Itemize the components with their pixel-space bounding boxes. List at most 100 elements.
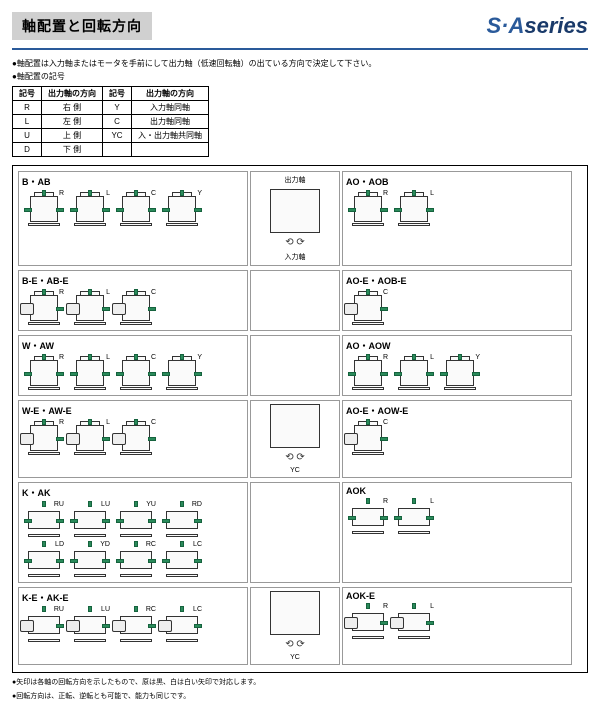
gear-diagram: C xyxy=(114,419,158,457)
section-title: K・AK xyxy=(22,486,244,499)
diagram-grid: B・ABRLCY出力軸⟲ ⟳入力軸AO・AOBRLB-E・AB-ERLCAO-E… xyxy=(12,165,588,673)
section-title: AO・AOW xyxy=(346,339,568,352)
gear-diagram: LU xyxy=(68,606,112,644)
table-cell: C xyxy=(103,115,132,129)
table-cell: 入・出力軸共同軸 xyxy=(132,129,209,143)
gear-diagram: R xyxy=(346,190,390,228)
gear-diagram: C xyxy=(346,419,390,457)
section-right: AO・AOW RLY xyxy=(342,335,572,396)
section-row: W・AWRLCYAO・AOWRLY xyxy=(17,334,583,397)
table-cell: YC xyxy=(103,129,132,143)
gear-diagram: LD xyxy=(22,541,66,579)
gear-diagram: Y xyxy=(160,354,204,392)
gear-diagram: RU xyxy=(22,606,66,644)
gear-diagram: LC xyxy=(160,606,204,644)
gear-diagram: L xyxy=(392,603,436,641)
section-left: B-E・AB-E RLC xyxy=(18,270,248,331)
gear-diagram: R xyxy=(22,190,66,228)
section-center: 出力軸⟲ ⟳入力軸 xyxy=(250,171,340,266)
section-right: AO-E・AOB-E C xyxy=(342,270,572,331)
section-title: K-E・AK-E xyxy=(22,591,244,604)
table-cell: 左 側 xyxy=(42,115,103,129)
gear-diagram: LC xyxy=(160,541,204,579)
table-header: 出力軸の方向 xyxy=(132,87,209,101)
section-left: B・AB RLCY xyxy=(18,171,248,266)
table-cell: Y xyxy=(103,101,132,115)
section-left: K・AK RULUYURD LDYDRCLC xyxy=(18,482,248,583)
gear-diagram: C xyxy=(114,354,158,392)
gear-diagram: R xyxy=(22,419,66,457)
table-cell xyxy=(103,143,132,157)
table-header: 記号 xyxy=(103,87,132,101)
section-title: AO-E・AOW-E xyxy=(346,404,568,417)
section-center: ⟲ ⟳YC xyxy=(250,587,340,665)
gear-diagram: RD xyxy=(160,501,204,539)
gear-diagram: R xyxy=(346,354,390,392)
note-2: ●軸配置の記号 xyxy=(12,71,588,82)
table-cell: 入力軸同軸 xyxy=(132,101,209,115)
gear-diagram: RC xyxy=(114,541,158,579)
gear-diagram: L xyxy=(392,498,436,536)
section-center xyxy=(250,335,340,396)
table-cell: 下 側 xyxy=(42,143,103,157)
gear-diagram: LU xyxy=(68,501,112,539)
gear-diagram: R xyxy=(22,289,66,327)
section-center: ⟲ ⟳YC xyxy=(250,400,340,478)
section-row: K・AK RULUYURD LDYDRCLC AOK RL xyxy=(17,481,583,584)
section-title: AO・AOB xyxy=(346,175,568,188)
section-title: W-E・AW-E xyxy=(22,404,244,417)
table-header: 出力軸の方向 xyxy=(42,87,103,101)
section-left: W・AWRLCY xyxy=(18,335,248,396)
series-logo: S·Aseries xyxy=(486,13,588,39)
gear-diagram: Y xyxy=(160,190,204,228)
gear-diagram: L xyxy=(392,354,436,392)
gear-diagram: R xyxy=(346,498,390,536)
table-cell: 出力軸同軸 xyxy=(132,115,209,129)
section-title: B-E・AB-E xyxy=(22,274,244,287)
gear-diagram: Y xyxy=(438,354,482,392)
footnote-1: ●矢印は各軸の回転方向を示したもので、原は黒、白は白い矢印で対応します。 xyxy=(12,677,588,687)
section-row: K-E・AK-E RULURCLC ⟲ ⟳YCAOK-ERL xyxy=(17,586,583,666)
table-cell: U xyxy=(13,129,42,143)
gear-diagram: C xyxy=(346,289,390,327)
section-row: B・ABRLCY出力軸⟲ ⟳入力軸AO・AOBRL xyxy=(17,170,583,267)
header: 軸配置と回転方向 S·Aseries xyxy=(12,12,588,40)
section-center xyxy=(250,482,340,583)
code-table: 記号出力軸の方向記号出力軸の方向 R右 側Y入力軸同軸L左 側C出力軸同軸U上 … xyxy=(12,86,209,157)
section-right: AO・AOB RL xyxy=(342,171,572,266)
table-header: 記号 xyxy=(13,87,42,101)
table-cell: 上 側 xyxy=(42,129,103,143)
section-left: K-E・AK-E RULURCLC xyxy=(18,587,248,665)
table-cell: D xyxy=(13,143,42,157)
table-cell: R xyxy=(13,101,42,115)
gear-diagram: L xyxy=(68,419,112,457)
section-title: AOK xyxy=(346,486,568,496)
page-title: 軸配置と回転方向 xyxy=(12,12,152,40)
section-title: AO-E・AOB-E xyxy=(346,274,568,287)
gear-diagram: R xyxy=(346,603,390,641)
table-cell: 右 側 xyxy=(42,101,103,115)
section-left: W-E・AW-E RLC xyxy=(18,400,248,478)
section-row: B-E・AB-ERLCAO-E・AOB-EC xyxy=(17,269,583,332)
table-cell: L xyxy=(13,115,42,129)
gear-diagram: RU xyxy=(22,501,66,539)
footnote-2: ●回転方向は、正転、逆転とも可能で、能力も同じです。 xyxy=(12,691,588,701)
gear-diagram: RC xyxy=(114,606,158,644)
section-center xyxy=(250,270,340,331)
note-1: ●軸配置は入力軸またはモータを手前にして出力軸（低速回転軸）の出ている方向で決定… xyxy=(12,58,588,69)
gear-diagram: C xyxy=(114,190,158,228)
section-row: W-E・AW-ERLC⟲ ⟳YCAO-E・AOW-EC xyxy=(17,399,583,479)
gear-diagram: L xyxy=(68,190,112,228)
section-title: B・AB xyxy=(22,175,244,188)
table-cell xyxy=(132,143,209,157)
gear-diagram: YU xyxy=(114,501,158,539)
gear-diagram: L xyxy=(68,289,112,327)
divider xyxy=(12,48,588,50)
gear-diagram: C xyxy=(114,289,158,327)
gear-diagram: L xyxy=(392,190,436,228)
section-right: AOK-ERL xyxy=(342,587,572,665)
section-title: W・AW xyxy=(22,339,244,352)
section-right: AOK RL xyxy=(342,482,572,583)
gear-diagram: L xyxy=(68,354,112,392)
gear-diagram: YD xyxy=(68,541,112,579)
